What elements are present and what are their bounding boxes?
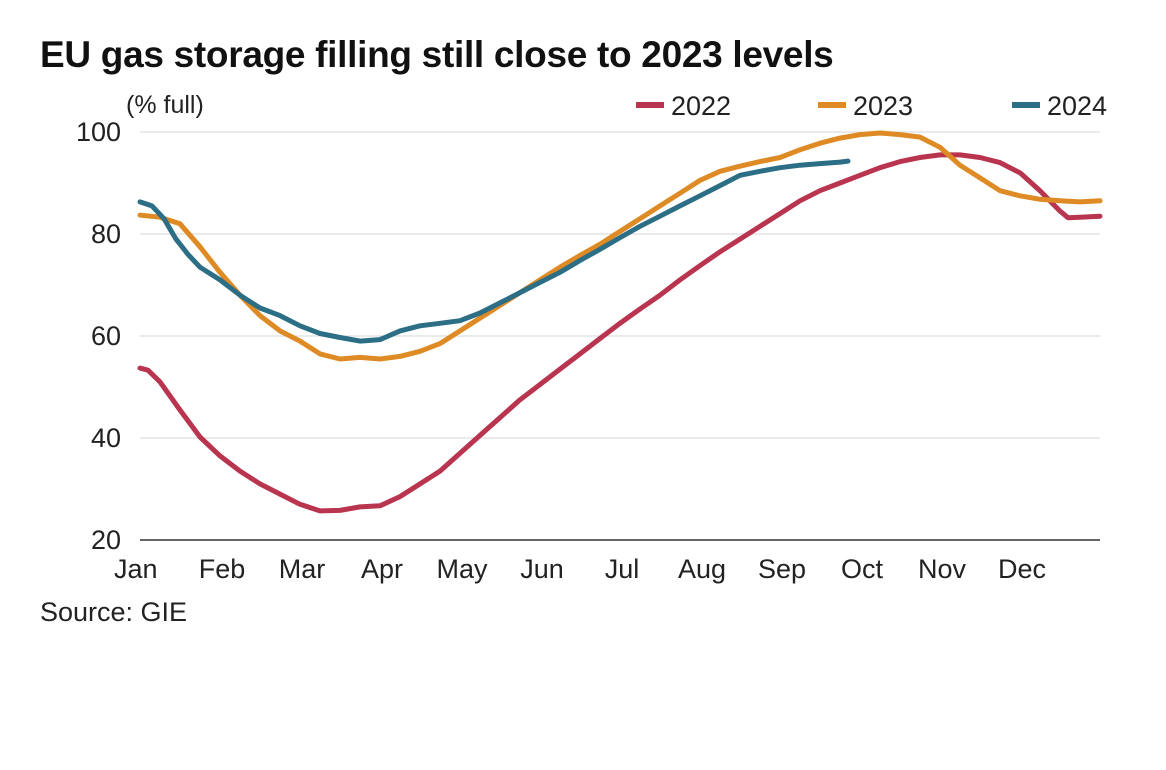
x-tick-label: Jun bbox=[520, 554, 564, 584]
x-tick-label: Mar bbox=[279, 554, 326, 584]
source-note: Source: GIE bbox=[40, 597, 188, 627]
y-unit-label: (% full) bbox=[126, 91, 204, 119]
series-line-2023 bbox=[137, 130, 1103, 362]
series-lines bbox=[137, 130, 1103, 514]
x-tick-label: Aug bbox=[678, 554, 726, 584]
y-tick-label: 20 bbox=[91, 525, 121, 555]
x-tick-label: May bbox=[436, 554, 488, 584]
x-tick-label: Jul bbox=[605, 554, 640, 584]
axes: 20 40 60 80 100 Jan Feb Mar Apr May Jun Jul Aug Sep Oc… bbox=[76, 91, 1100, 584]
gridlines bbox=[140, 131, 1100, 439]
x-tick-label: Feb bbox=[199, 554, 246, 584]
legend-label-2022: 2022 bbox=[671, 91, 731, 121]
x-tick-label: Oct bbox=[841, 554, 884, 584]
legend-label-2023: 2023 bbox=[853, 91, 913, 121]
y-tick-label: 100 bbox=[76, 117, 121, 147]
legend: 2022 2023 2024 bbox=[636, 91, 1107, 121]
x-tick-label: Apr bbox=[361, 554, 403, 584]
x-tick-label: Jan bbox=[114, 554, 158, 584]
x-tick-label: Sep bbox=[758, 554, 806, 584]
y-tick-label: 60 bbox=[91, 321, 121, 351]
series-line-2022 bbox=[137, 152, 1103, 514]
series-line-2024 bbox=[137, 158, 851, 344]
chart-title: EU gas storage filling still close to 20… bbox=[40, 34, 834, 75]
legend-label-2024: 2024 bbox=[1047, 91, 1107, 121]
x-tick-label: Dec bbox=[998, 554, 1046, 584]
y-tick-label: 40 bbox=[91, 423, 121, 453]
y-tick-label: 80 bbox=[91, 219, 121, 249]
x-tick-label: Nov bbox=[918, 554, 967, 584]
